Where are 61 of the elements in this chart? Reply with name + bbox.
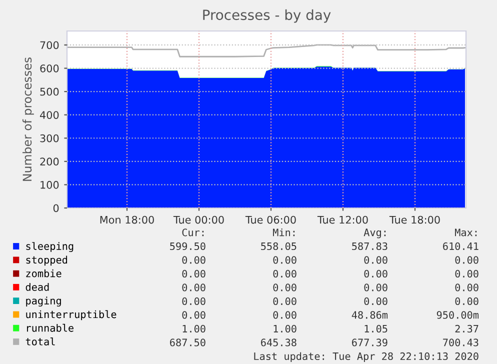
legend-label: sleeping — [26, 242, 74, 252]
text: 0.00 — [455, 297, 478, 306]
y-tick-label: 200 — [40, 158, 59, 166]
text: Cur: — [182, 228, 204, 236]
legend-label: dead — [26, 283, 49, 291]
text: 0.00 — [273, 270, 296, 278]
text: 677.39 — [352, 338, 388, 346]
y-tick-label: 0 — [53, 204, 59, 212]
legend-label: paging — [26, 296, 61, 307]
y-tick-label: 600 — [40, 64, 59, 72]
text: 0.00 — [182, 311, 206, 319]
y-tick-label: 700 — [40, 41, 59, 50]
legend-label: stopped — [26, 256, 68, 266]
text: 1.05 — [364, 324, 388, 333]
text: Avg: — [364, 228, 386, 238]
text: 558.05 — [261, 242, 296, 250]
text: 1.00 — [182, 324, 206, 333]
text: 0.00 — [182, 256, 206, 264]
text: 0.00 — [364, 297, 388, 306]
x-tick-label: Tue 18:00 — [389, 216, 440, 224]
text: 0.00 — [364, 256, 388, 264]
legend-label: uninterruptible — [26, 310, 116, 320]
x-tick-label: Tue 06:00 — [245, 216, 296, 224]
y-tick-label: 400 — [40, 111, 59, 119]
x-tick-label: Tue 12:00 — [317, 216, 368, 224]
chart-title: Processes - by day — [203, 9, 331, 23]
text: 48.86m — [352, 311, 388, 319]
text: 0.00 — [273, 297, 296, 306]
text: 610.41 — [443, 242, 478, 250]
text: 687.50 — [170, 338, 206, 346]
text: 1.00 — [274, 324, 296, 333]
text: 0.00 — [182, 270, 206, 278]
y-tick-label: 100 — [40, 180, 59, 189]
text: 0.00 — [273, 311, 296, 319]
text: 599.50 — [170, 242, 206, 250]
text: 0.00 — [455, 270, 478, 278]
line-series — [67, 44, 466, 58]
text: 0.00 — [455, 256, 478, 264]
y-axis-title: Number of processes — [22, 58, 34, 181]
text: 0.00 — [273, 284, 296, 292]
text: 950.00m — [436, 311, 479, 319]
text: 0.00 — [364, 284, 388, 292]
x-tick-label: Tue 00:00 — [173, 216, 224, 224]
text: 2.37 — [455, 324, 478, 333]
y-tick-label: 500 — [40, 88, 59, 96]
x-tick-label: Mon 18:00 — [100, 216, 154, 224]
text: Last update: Tue Apr 28 22:10:13 2020 — [254, 352, 478, 362]
text: Min: — [273, 228, 295, 236]
text: 700.43 — [443, 338, 478, 346]
text: 0.00 — [182, 297, 206, 306]
text: 0.00 — [182, 284, 206, 292]
legend-label: runnable — [27, 324, 74, 332]
legend-label: total — [26, 338, 55, 346]
y-tick-label: 300 — [40, 134, 59, 142]
text: 0.00 — [455, 284, 478, 292]
text: 0.00 — [273, 256, 296, 264]
text: Max: — [455, 228, 477, 236]
text: 587.83 — [352, 242, 388, 250]
legend-label: zombie — [26, 269, 62, 278]
text: 645.38 — [261, 338, 296, 346]
text: 0.00 — [364, 270, 388, 278]
